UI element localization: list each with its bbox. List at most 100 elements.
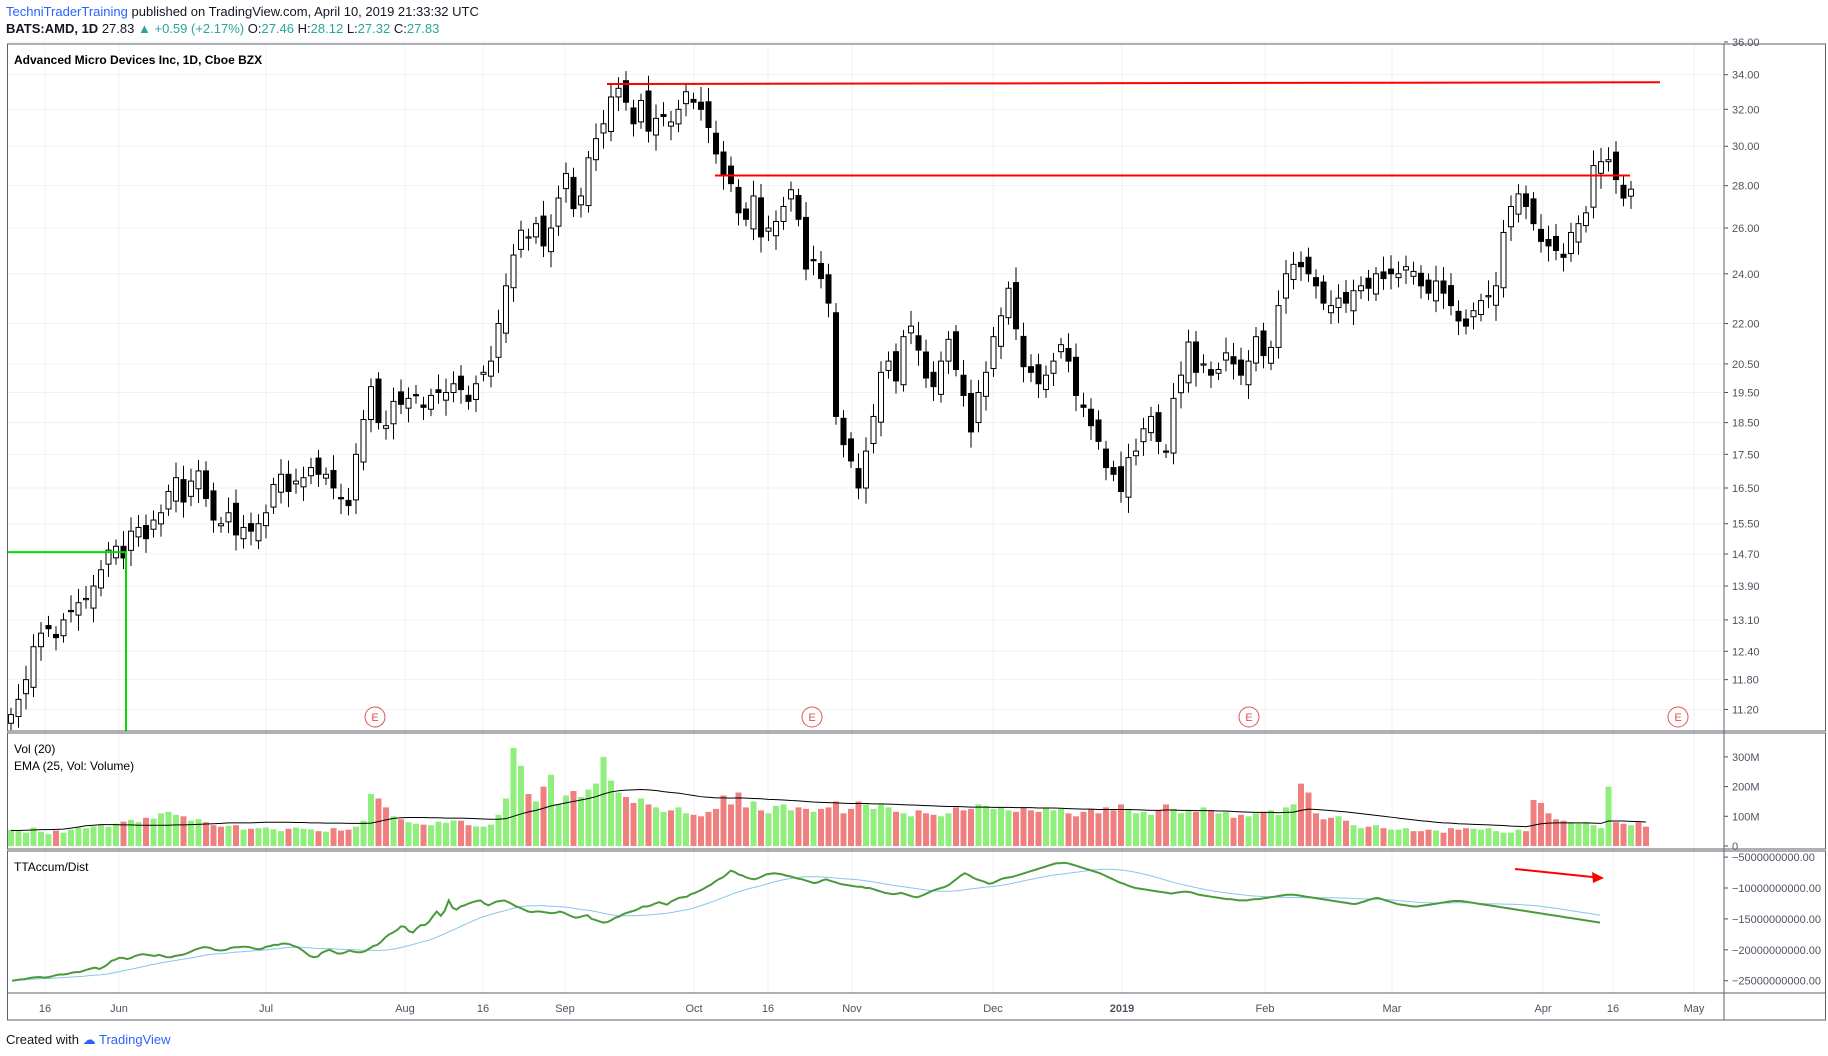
- volume-bar: [1343, 820, 1349, 846]
- candle: [1410, 270, 1417, 277]
- volume-bar: [1163, 804, 1169, 846]
- date-tick-label: Mar: [1383, 1003, 1402, 1015]
- volume-bar: [533, 801, 539, 846]
- volume-bar: [585, 789, 592, 846]
- volume-bar: [1043, 807, 1049, 846]
- volume-bar: [1050, 810, 1057, 846]
- candle: [1253, 336, 1259, 364]
- volume-bar: [345, 829, 352, 846]
- date-tick-label: Dec: [983, 1003, 1003, 1015]
- volume-bar: [1185, 810, 1192, 846]
- volume-bar: [795, 807, 802, 846]
- candle: [1028, 366, 1034, 373]
- volume-bar: [728, 804, 734, 846]
- volume-bar: [188, 820, 194, 846]
- accum-tick-label: −15000000000.00: [1732, 914, 1821, 926]
- volume-bar: [375, 798, 382, 846]
- volume-bar: [1013, 811, 1019, 846]
- volume-bar: [870, 808, 877, 846]
- volume-bar: [1245, 816, 1252, 846]
- candle: [1418, 272, 1424, 287]
- volume-pane[interactable]: [8, 747, 1649, 846]
- tradingview-logo-icon[interactable]: ☁: [82, 1032, 96, 1047]
- volume-bar: [383, 807, 389, 846]
- candle: [1508, 205, 1514, 228]
- volume-bar: [128, 819, 134, 846]
- svg-text:E: E: [371, 712, 378, 724]
- volume-bar: [1088, 808, 1094, 846]
- candle: [405, 397, 412, 409]
- low-label: L:: [346, 21, 358, 36]
- candle: [1005, 287, 1012, 319]
- candle: [1358, 285, 1364, 292]
- candle: [1478, 300, 1484, 316]
- volume-bar: [248, 828, 254, 846]
- candle: [585, 157, 592, 207]
- candle: [1560, 253, 1567, 258]
- volume-bar: [990, 808, 997, 846]
- volume-bar: [683, 813, 689, 846]
- volume-bar: [735, 792, 742, 846]
- candle: [1373, 273, 1379, 295]
- price-tick-label: 24.00: [1732, 269, 1760, 281]
- candle: [428, 394, 434, 410]
- volume-bar: [368, 794, 374, 846]
- volume-bar: [203, 822, 209, 846]
- volume-bar: [53, 830, 59, 846]
- symbol-label[interactable]: BATS:AMD, 1D: [6, 21, 99, 36]
- volume-bar: [803, 808, 809, 846]
- volume-bar: [120, 821, 127, 846]
- candle: [105, 549, 112, 565]
- candle: [600, 123, 607, 134]
- candle: [1245, 360, 1252, 386]
- candle: [285, 473, 292, 492]
- candle: [1613, 151, 1619, 181]
- accum-tick-label: −5000000000.00: [1732, 852, 1815, 864]
- candle: [593, 138, 599, 161]
- volume-bar: [1103, 807, 1109, 846]
- candle: [1515, 193, 1522, 215]
- accum-dist-pane[interactable]: [11, 861, 1604, 982]
- candle: [1223, 352, 1229, 361]
- tradingview-brand[interactable]: TradingView: [99, 1032, 171, 1047]
- volume-bar: [638, 798, 644, 846]
- candle: [1283, 273, 1289, 299]
- volume-bar: [953, 807, 959, 846]
- candle: [255, 523, 262, 542]
- candle: [1050, 360, 1057, 374]
- candle: [645, 90, 652, 132]
- volume-bar: [1290, 804, 1297, 846]
- volume-bar: [1613, 822, 1619, 846]
- candle: [1110, 467, 1117, 475]
- volume-bar: [698, 816, 704, 846]
- candle: [930, 371, 937, 388]
- candle: [1193, 341, 1199, 373]
- volume-bar: [1425, 829, 1432, 846]
- candle: [668, 121, 674, 127]
- candle: [713, 132, 719, 155]
- candle: [1238, 359, 1244, 376]
- volume-bar: [1028, 810, 1034, 846]
- volume-bar: [930, 814, 937, 846]
- candle: [548, 227, 554, 253]
- volume-bar: [705, 811, 712, 846]
- volume-bar: [1080, 811, 1087, 846]
- candle: [983, 371, 989, 397]
- candle: [945, 338, 952, 362]
- volume-bar: [1403, 828, 1409, 846]
- price-tick-label: 26.00: [1732, 223, 1760, 235]
- volume-bar: [300, 828, 307, 846]
- date-tick-label: Feb: [1256, 1003, 1275, 1015]
- date-tick-label: Jul: [259, 1003, 273, 1015]
- candle: [1043, 374, 1049, 391]
- volume-bar: [1238, 814, 1244, 846]
- candle: [390, 400, 397, 425]
- publisher-link[interactable]: TechniTraderTraining: [6, 4, 128, 19]
- volume-bar: [1110, 810, 1117, 846]
- candle: [653, 117, 659, 136]
- close-label: C:: [393, 21, 407, 36]
- volume-bar: [878, 804, 884, 846]
- earnings-icon: E: [1667, 706, 1689, 728]
